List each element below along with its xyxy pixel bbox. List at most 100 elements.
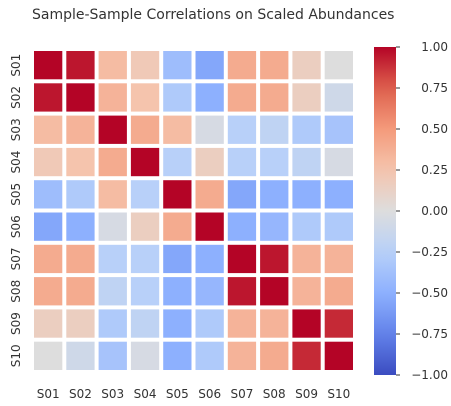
heatmap-cell-S01-S01	[34, 51, 63, 80]
row-label-S08: S08	[9, 280, 23, 303]
heatmap-cell-S08-S01	[34, 277, 63, 306]
heatmap-cell-S08-S09	[292, 277, 321, 306]
colorbar-ticks: 1.00 0.75 0.50 0.25 0.00 −0.25 −0.50 −0.75 −1.00	[396, 40, 448, 382]
colorbar-tick-label: −0.50	[411, 286, 448, 300]
heatmap-cell-S09-S02	[66, 309, 95, 338]
column-tick-labels: S01 S02 S03 S04 S05 S06 S07 S08 S09 S10	[37, 387, 351, 401]
heatmap-cell-S09-S10	[324, 309, 353, 338]
heatmap-cell-S02-S08	[260, 83, 289, 112]
heatmap-cell-S10-S05	[163, 341, 192, 370]
heatmap-cell-S05-S05	[163, 180, 192, 209]
heatmap-cell-S07-S06	[195, 244, 224, 274]
heatmap-cell-S06-S02	[66, 212, 95, 241]
heatmap-cell-S09-S04	[130, 309, 160, 338]
heatmap-cell-S07-S04	[130, 244, 160, 274]
heatmap-cell-S10-S09	[292, 341, 321, 370]
colorbar-tick-label: 1.00	[421, 40, 448, 54]
heatmap-cell-S04-S03	[98, 147, 127, 177]
heatmap-cell-S08-S06	[195, 277, 224, 306]
heatmap-cell-S01-S09	[292, 51, 321, 80]
colorbar-tick-label: −0.75	[411, 327, 448, 341]
heatmap-cell-S06-S06	[195, 212, 224, 241]
row-label-S02: S02	[9, 86, 23, 109]
heatmap-cell-S03-S06	[195, 115, 224, 144]
heatmap-cell-S07-S08	[260, 244, 289, 274]
heatmap-cell-S03-S09	[292, 115, 321, 144]
heatmap-cell-S10-S07	[227, 341, 257, 370]
row-label-S05: S05	[9, 183, 23, 206]
heatmap-cell-S02-S07	[227, 83, 257, 112]
heatmap-cell-S10-S04	[130, 341, 160, 370]
heatmap-cell-S01-S07	[227, 51, 257, 80]
heatmap-cell-S08-S08	[260, 277, 289, 306]
heatmap-cell-S06-S03	[98, 212, 127, 241]
heatmap-cell-S01-S05	[163, 51, 192, 80]
heatmap-cell-S06-S07	[227, 212, 257, 241]
colorbar-tick-label: 0.00	[421, 204, 448, 218]
heatmap-cells	[34, 51, 353, 370]
heatmap-cell-S02-S04	[130, 83, 160, 112]
heatmap-cell-S04-S01	[34, 147, 63, 177]
heatmap-cell-S08-S10	[324, 277, 353, 306]
heatmap-cell-S04-S10	[324, 147, 353, 177]
row-label-S06: S06	[9, 215, 23, 238]
heatmap-cell-S06-S08	[260, 212, 289, 241]
heatmap-cell-S04-S02	[66, 147, 95, 177]
heatmap-cell-S03-S03	[98, 115, 127, 144]
heatmap-cell-S03-S04	[130, 115, 160, 144]
heatmap-cell-S06-S09	[292, 212, 321, 241]
heatmap-cell-S07-S07	[227, 244, 257, 274]
heatmap-cell-S04-S05	[163, 147, 192, 177]
heatmap-cell-S01-S02	[66, 51, 95, 80]
heatmap-cell-S01-S08	[260, 51, 289, 80]
row-tick-labels: S01 S02 S03 S04 S05 S06 S07 S08 S09 S10	[9, 54, 23, 368]
column-label-S08: S08	[263, 387, 286, 401]
heatmap-cell-S10-S08	[260, 341, 289, 370]
heatmap-cell-S02-S05	[163, 83, 192, 112]
colorbar-tick-label: 0.50	[421, 122, 448, 136]
heatmap-cell-S07-S10	[324, 244, 353, 274]
row-label-S04: S04	[9, 151, 23, 174]
row-label-S10: S10	[9, 344, 23, 367]
column-label-S07: S07	[231, 387, 254, 401]
column-label-S06: S06	[198, 387, 221, 401]
heatmap-cell-S05-S03	[98, 180, 127, 209]
heatmap-cell-S09-S07	[227, 309, 257, 338]
column-label-S05: S05	[166, 387, 189, 401]
heatmap-cell-S06-S01	[34, 212, 63, 241]
colorbar-tick-label: 0.75	[421, 81, 448, 95]
heatmap-cell-S05-S01	[34, 180, 63, 209]
column-label-S03: S03	[101, 387, 124, 401]
heatmap-cell-S05-S08	[260, 180, 289, 209]
heatmap-cell-S05-S04	[130, 180, 160, 209]
heatmap-cell-S04-S07	[227, 147, 257, 177]
heatmap-cell-S09-S03	[98, 309, 127, 338]
heatmap-cell-S01-S10	[324, 51, 353, 80]
colorbar-tick-label: 0.25	[421, 163, 448, 177]
heatmap-cell-S04-S06	[195, 147, 224, 177]
column-label-S09: S09	[295, 387, 318, 401]
column-label-S04: S04	[134, 387, 157, 401]
heatmap-cell-S03-S01	[34, 115, 63, 144]
heatmap-cell-S07-S02	[66, 244, 95, 274]
chart-title: Sample-Sample Correlations on Scaled Abu…	[32, 7, 394, 23]
heatmap-cell-S10-S06	[195, 341, 224, 370]
heatmap-cell-S06-S05	[163, 212, 192, 241]
heatmap-cell-S07-S05	[163, 244, 192, 274]
heatmap-cell-S07-S09	[292, 244, 321, 274]
colorbar-tick-label: −0.25	[411, 245, 448, 259]
heatmap-cell-S05-S07	[227, 180, 257, 209]
heatmap-cell-S04-S04	[130, 147, 160, 177]
heatmap-cell-S01-S03	[98, 51, 127, 80]
heatmap-cell-S01-S04	[130, 51, 160, 80]
heatmap-cell-S09-S01	[34, 309, 63, 338]
row-label-S03: S03	[9, 118, 23, 141]
heatmap-cell-S08-S02	[66, 277, 95, 306]
row-label-S01: S01	[9, 54, 23, 77]
row-label-S09: S09	[9, 312, 23, 335]
heatmap-cell-S08-S04	[130, 277, 160, 306]
heatmap-cell-S04-S08	[260, 147, 289, 177]
heatmap-cell-S03-S08	[260, 115, 289, 144]
row-label-S07: S07	[9, 248, 23, 271]
